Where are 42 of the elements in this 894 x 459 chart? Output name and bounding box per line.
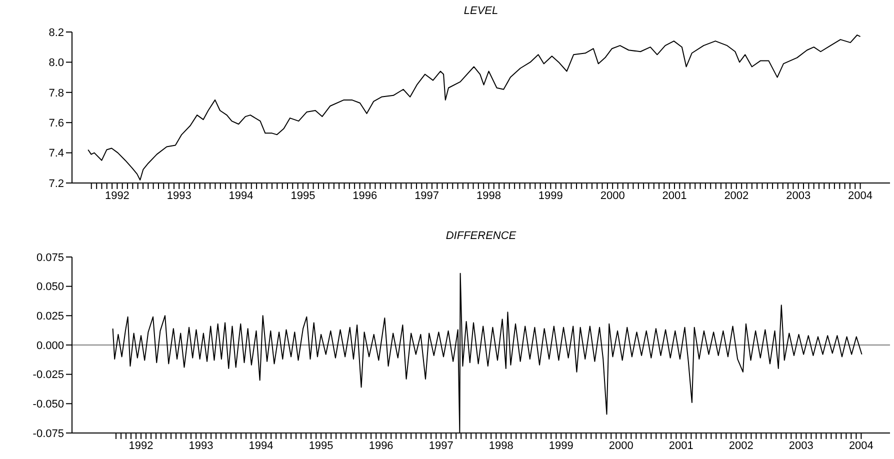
y-tick-label: 7.6 — [48, 118, 64, 130]
y-tick-label: 0.075 — [36, 252, 64, 264]
x-tick-label: 2004 — [848, 440, 874, 452]
x-tick-label: 1993 — [166, 190, 192, 202]
x-tick-label: 1995 — [290, 190, 316, 202]
x-tick-label: 2003 — [786, 190, 811, 202]
y-tick-label: 7.8 — [48, 87, 64, 100]
x-tick-label: 2004 — [848, 190, 873, 202]
y-tick-label: 8.0 — [48, 57, 64, 70]
y-tick-label: 0.000 — [36, 340, 64, 352]
x-tick-label: 2000 — [608, 440, 634, 452]
y-tick-label: -0.050 — [32, 398, 64, 411]
x-tick-label: 2002 — [728, 440, 754, 452]
x-tick-label: 1996 — [368, 440, 394, 452]
y-tick-label: -0.025 — [32, 369, 64, 382]
x-tick-label: 1999 — [538, 190, 563, 202]
x-tick-label: 1995 — [308, 440, 334, 452]
line-series — [88, 34, 861, 180]
x-tick-label: 1994 — [228, 190, 254, 202]
x-tick-label: 1992 — [104, 190, 130, 202]
x-tick-label: 1994 — [248, 440, 274, 452]
x-tick-label: 1997 — [428, 440, 454, 452]
y-tick-label: -0.075 — [32, 428, 64, 440]
chart-title: LEVEL — [462, 5, 500, 17]
y-tick-label: 0.050 — [36, 281, 64, 294]
x-tick-label: 1997 — [414, 190, 440, 202]
x-tick-label: 2000 — [600, 190, 625, 202]
x-tick-label: 1992 — [128, 440, 154, 452]
x-tick-label: 2001 — [662, 190, 687, 202]
x-tick-label: 2001 — [668, 440, 694, 452]
x-tick-label: 2003 — [788, 440, 814, 452]
x-tick-label: 1998 — [476, 190, 501, 202]
x-tick-label: 1999 — [548, 440, 574, 452]
chart-title: DIFFERENCE — [444, 230, 518, 242]
x-tick-label: 2002 — [724, 190, 749, 202]
x-tick-label: 1996 — [352, 190, 378, 202]
y-tick-label: 7.4 — [48, 148, 64, 160]
y-tick-label: 8.2 — [48, 26, 64, 39]
x-tick-label: 1998 — [488, 440, 514, 452]
x-tick-label: 1993 — [188, 440, 214, 452]
y-tick-label: 7.2 — [48, 178, 64, 190]
y-tick-label: 0.025 — [36, 310, 64, 323]
